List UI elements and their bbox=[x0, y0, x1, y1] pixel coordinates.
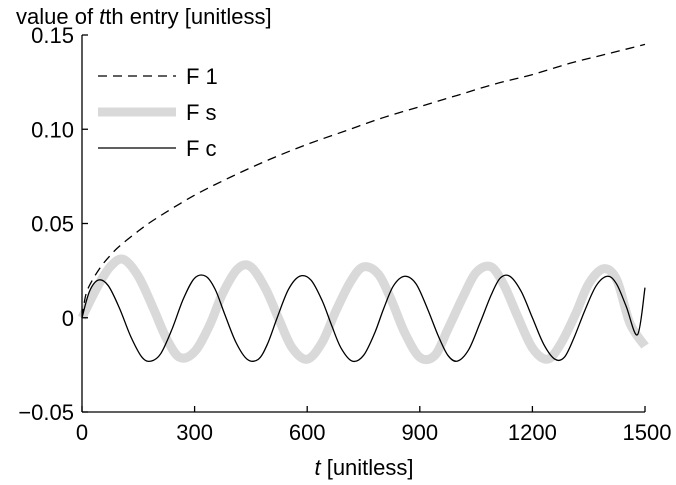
y-tick-label: 0 bbox=[62, 306, 74, 331]
legend: F 1 F s F c bbox=[98, 64, 218, 161]
legend-label-f-s: F s bbox=[186, 100, 217, 125]
y-tick-label: 0.10 bbox=[31, 117, 74, 142]
x-tick-label: 0 bbox=[76, 420, 88, 445]
x-tick-label: 1200 bbox=[508, 420, 557, 445]
x-tick-label: 600 bbox=[289, 420, 326, 445]
y-tick-label: −0.05 bbox=[18, 400, 74, 425]
series-line-f-c bbox=[81, 274, 646, 363]
y-tick-label: 0.15 bbox=[31, 23, 74, 48]
legend-label-f-1: F 1 bbox=[186, 64, 218, 89]
series-line-f-s bbox=[77, 254, 649, 365]
series-line-f-1 bbox=[81, 43, 646, 318]
y-axis-title-italic: t bbox=[99, 4, 106, 29]
y-axis-title-suffix: th entry [unitless] bbox=[105, 4, 271, 29]
y-tick-label: 0.05 bbox=[31, 212, 74, 237]
y-axis-title-prefix: value of bbox=[16, 4, 99, 29]
plot-lines bbox=[77, 43, 649, 365]
x-axis-title-suffix: [unitless] bbox=[321, 455, 414, 480]
x-tick-label: 900 bbox=[401, 420, 438, 445]
x-axis-title-italic: t bbox=[314, 455, 321, 480]
x-axis-title: t [unitless] bbox=[314, 455, 413, 480]
x-tick-label: 1500 bbox=[623, 420, 672, 445]
x-tick-label: 300 bbox=[176, 420, 213, 445]
legend-label-f-c: F c bbox=[186, 136, 217, 161]
y-axis-title: value of tth entry [unitless] bbox=[16, 4, 272, 29]
